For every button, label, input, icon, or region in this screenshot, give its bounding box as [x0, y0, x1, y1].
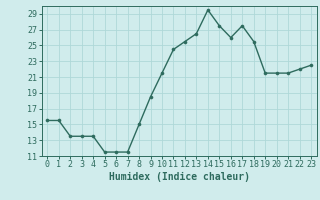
X-axis label: Humidex (Indice chaleur): Humidex (Indice chaleur) [109, 172, 250, 182]
